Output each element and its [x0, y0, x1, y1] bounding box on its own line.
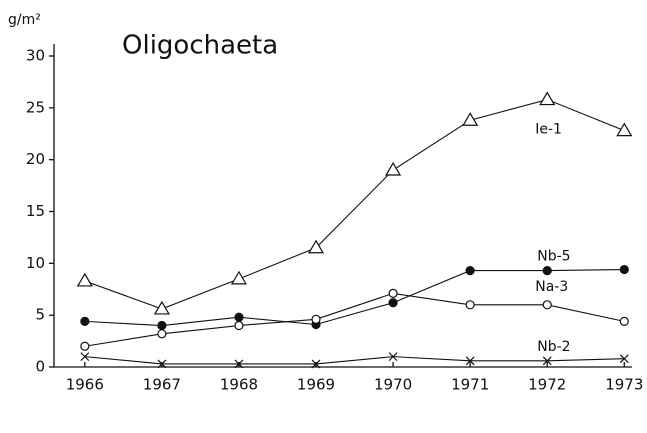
marker	[234, 320, 244, 331]
marker	[307, 239, 325, 254]
series-line	[84, 269, 625, 327]
marker	[157, 329, 167, 339]
series-line	[84, 98, 625, 310]
y-tick-label: 30	[26, 47, 45, 65]
marker	[388, 288, 398, 298]
marker	[230, 270, 248, 285]
x-tick-label: 1973	[605, 376, 643, 394]
x-tick-label: 1967	[143, 376, 181, 394]
marker	[539, 91, 556, 106]
series-line	[84, 292, 625, 347]
y-tick-label: 10	[26, 254, 45, 272]
marker	[234, 312, 244, 322]
marker	[76, 272, 93, 287]
marker	[311, 359, 321, 369]
x-tick-label: 1970	[374, 376, 412, 394]
y-tick-label: 20	[26, 150, 45, 168]
series-label: Ie-1	[535, 122, 562, 138]
chart-title: Oligochaeta	[122, 31, 278, 61]
marker	[385, 161, 402, 176]
x-tick-label: 1969	[297, 376, 335, 394]
marker	[619, 264, 629, 275]
x-tick-label: 1972	[528, 376, 566, 394]
marker	[388, 352, 398, 362]
marker	[619, 354, 629, 364]
x-tick-label: 1968	[220, 376, 258, 394]
marker	[157, 320, 167, 331]
series-label: Nb-5	[537, 249, 570, 265]
marker	[462, 112, 479, 126]
marker	[80, 352, 90, 362]
series-label: Nb-2	[537, 339, 570, 355]
marker	[465, 356, 475, 366]
y-tick-label: 15	[26, 202, 45, 220]
x-tick-label: 1966	[66, 376, 104, 394]
marker	[80, 341, 90, 351]
marker	[542, 300, 552, 310]
marker	[388, 298, 398, 308]
marker	[616, 122, 633, 137]
marker	[234, 359, 244, 369]
marker	[542, 356, 552, 366]
marker	[153, 300, 170, 315]
x-tick-label: 1971	[451, 376, 489, 394]
y-tick-label: 5	[35, 306, 45, 324]
marker	[465, 265, 475, 276]
marker	[157, 359, 167, 369]
marker	[311, 314, 321, 324]
series-label: Na-3	[535, 279, 568, 295]
marker	[542, 265, 552, 276]
y-tick-label: 25	[26, 98, 45, 116]
series-line	[84, 356, 625, 365]
marker	[80, 316, 90, 326]
marker	[619, 316, 629, 326]
marker	[465, 300, 475, 310]
y-axis-label: g/m²	[8, 12, 41, 28]
y-tick-label: 0	[35, 358, 45, 376]
